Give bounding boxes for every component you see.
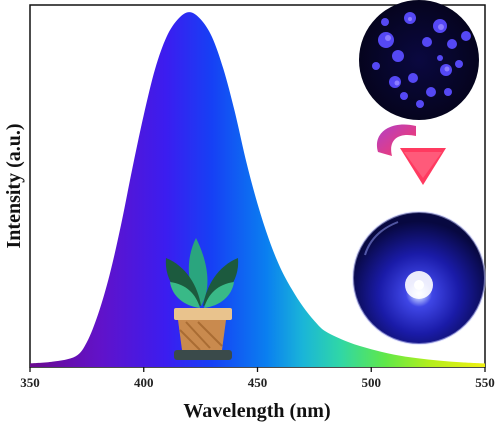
curved-arrow-down-icon — [376, 124, 446, 185]
x-tick-label: 500 — [362, 375, 382, 390]
spectrum-area — [30, 12, 485, 367]
x-tick-label: 350 — [20, 375, 40, 390]
x-tick-label: 550 — [475, 375, 495, 390]
x-tick-label: 400 — [134, 375, 154, 390]
blue-led-photo — [352, 211, 486, 345]
y-axis-title: Intensity (a.u.) — [3, 123, 25, 248]
x-tick-label: 450 — [248, 375, 268, 390]
x-axis-ticks: 350 400 450 500 550 — [20, 367, 495, 390]
potted-plant-icon — [165, 238, 239, 360]
phosphor-powder-photo — [359, 0, 479, 120]
x-axis-title: Wavelength (nm) — [183, 400, 330, 422]
